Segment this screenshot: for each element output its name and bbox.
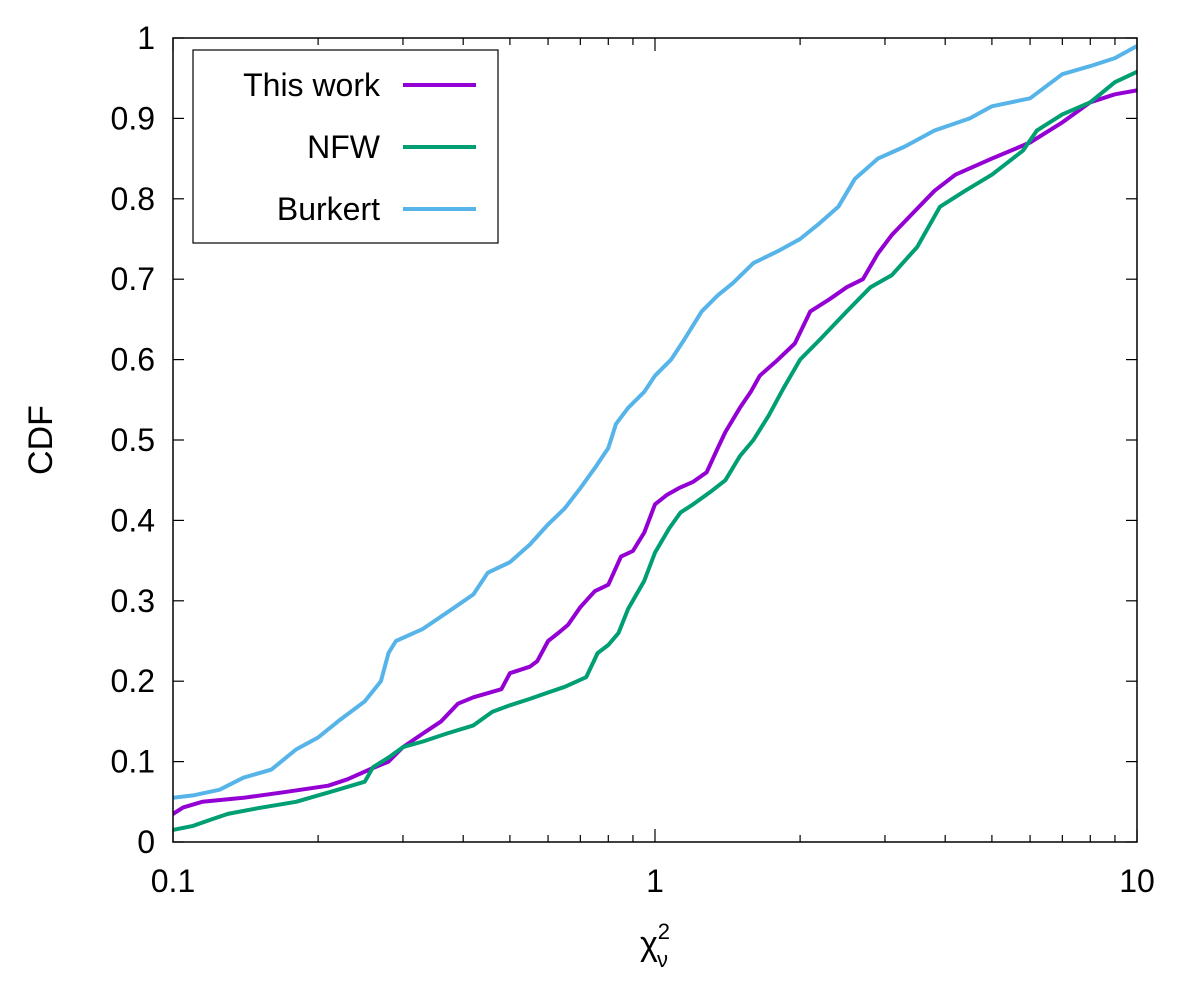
y-axis-label: CDF [22,405,60,475]
x-axis-label-base: χ [640,925,658,963]
x-axis-label-subscript: ν [657,947,668,972]
y-tick-label: 0.7 [111,261,155,297]
y-tick-label: 0 [137,824,155,860]
x-tick-label: 0.1 [151,863,195,899]
series-line-2 [173,44,1137,800]
y-tick-label: 0.1 [111,744,155,780]
x-axis-label-superscript: 2 [658,919,670,944]
legend-label: This work [243,67,381,103]
y-tick-label: 0.5 [111,422,155,458]
x-tick-label: 1 [646,863,664,899]
y-tick-label: 1 [137,20,155,56]
y-tick-label: 0.6 [111,342,155,378]
series-line-1 [173,69,1137,832]
series-lines [173,44,1137,832]
y-tick-label: 0.4 [111,502,155,538]
y-tick-label: 0.9 [111,100,155,136]
legend-label: Burkert [277,191,380,227]
x-tick-label: 10 [1119,863,1155,899]
y-tick-label: 0.3 [111,583,155,619]
plot-frame [172,37,1138,843]
y-tick-label: 0.8 [111,181,155,217]
legend: This work NFW Burkert [192,49,499,244]
tick-labels: 00.10.20.30.40.50.60.70.80.910.1 1 10 [111,20,1155,899]
y-tick-label: 0.2 [111,663,155,699]
x-axis-label: χ2 ν [640,919,670,972]
legend-label: NFW [307,129,381,165]
